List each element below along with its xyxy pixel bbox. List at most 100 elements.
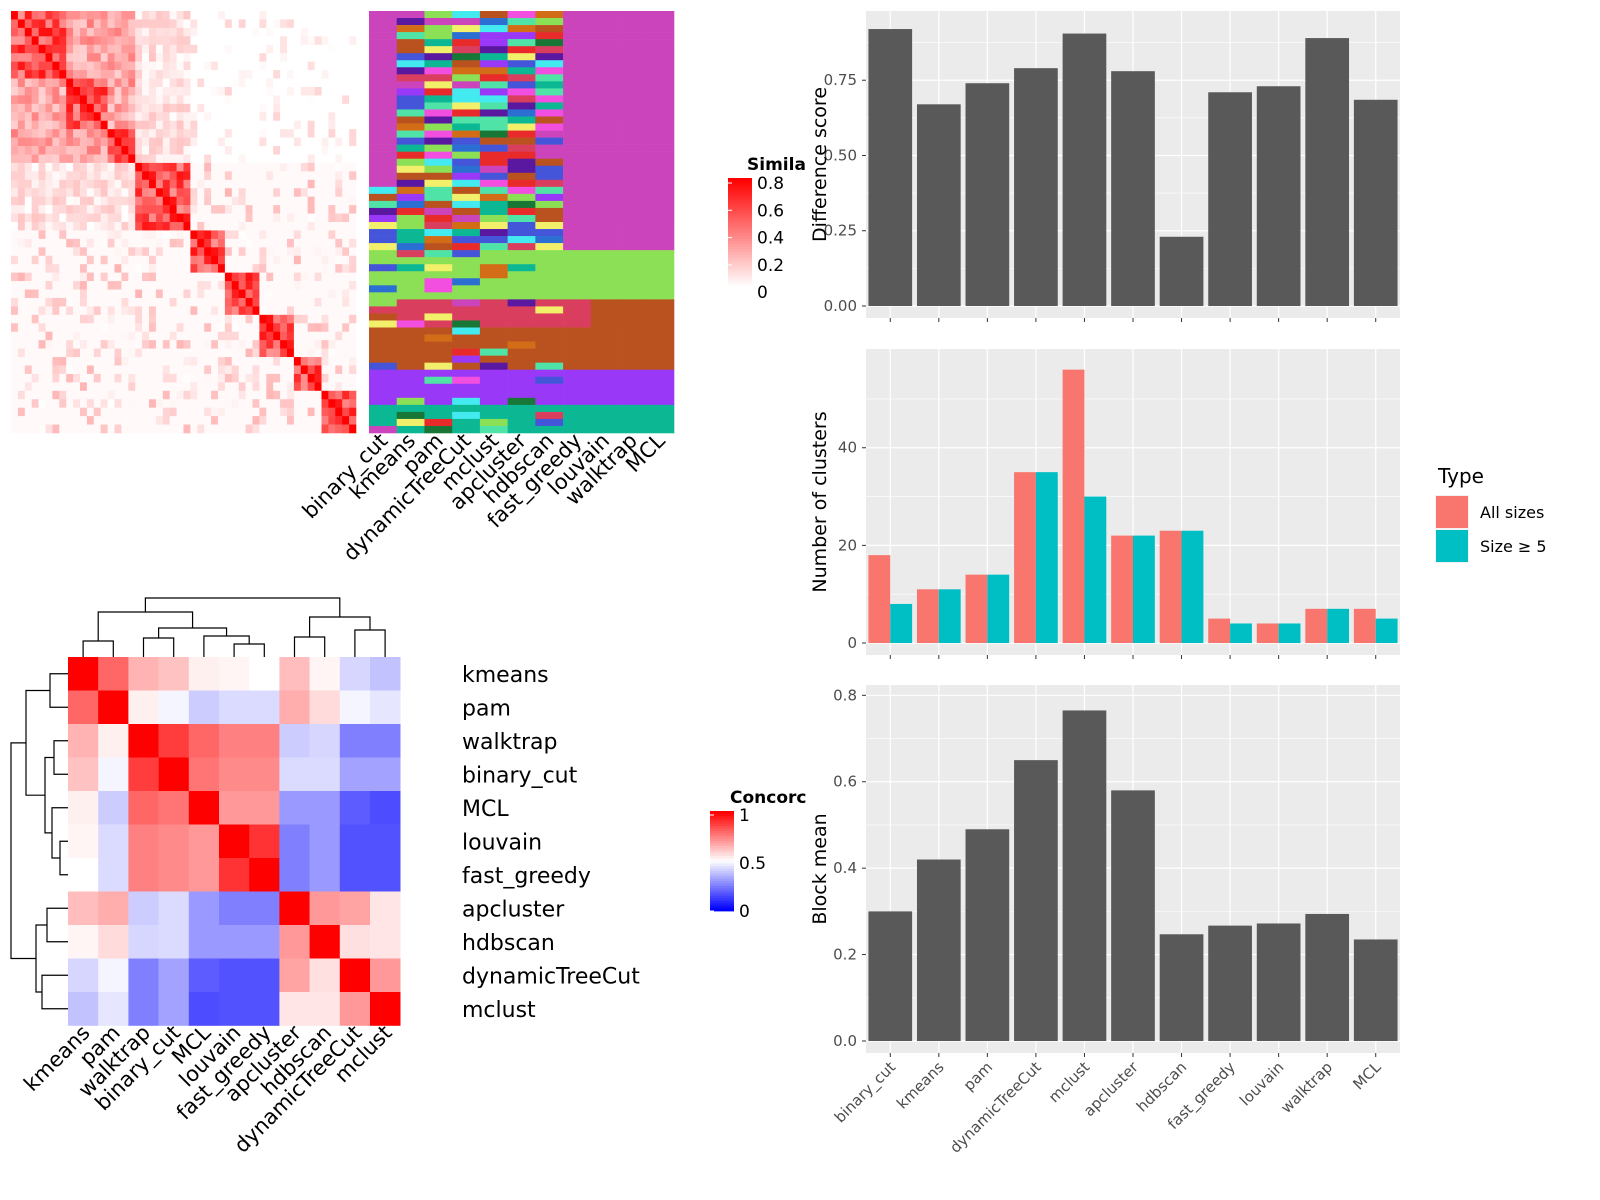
- similarity-cell: [197, 323, 205, 333]
- similarity-cell: [11, 272, 19, 282]
- similarity-cell: [335, 213, 343, 223]
- similarity-cell: [24, 137, 32, 147]
- similarity-cell: [335, 357, 343, 366]
- similarity-cell: [287, 373, 295, 383]
- similarity-cell: [73, 424, 81, 434]
- similarity-cell: [321, 19, 329, 29]
- similarity-cell: [293, 272, 302, 282]
- similarity-cell: [238, 348, 246, 358]
- similarity-cell: [342, 357, 350, 366]
- concordance-cell: [128, 992, 159, 1026]
- similarity-cell: [300, 238, 308, 248]
- similarity-cell: [328, 340, 336, 349]
- partition-cell: [452, 200, 481, 209]
- similarity-cell: [204, 390, 212, 400]
- similarity-cell: [273, 129, 281, 138]
- similarity-cell: [155, 95, 164, 105]
- similarity-cell: [252, 78, 260, 88]
- similarity-cell: [204, 171, 212, 181]
- similarity-cell: [211, 188, 219, 197]
- similarity-cell: [128, 171, 136, 181]
- similarity-legend-band: [728, 178, 752, 182]
- similarity-cell: [176, 188, 184, 197]
- similarity-cell: [335, 179, 343, 189]
- similarity-cell: [169, 289, 177, 299]
- similarity-cell: [190, 390, 198, 400]
- similarity-cell: [155, 137, 164, 147]
- similarity-cell: [293, 95, 302, 105]
- similarity-cell: [349, 373, 357, 383]
- similarity-cell: [190, 19, 198, 29]
- partition-cell: [452, 74, 481, 82]
- similarity-cell: [114, 407, 122, 417]
- similarity-cell: [128, 78, 136, 88]
- similarity-cell: [349, 120, 357, 130]
- similarity-cell: [293, 382, 302, 392]
- similarity-cell: [224, 230, 233, 240]
- partition-cell: [369, 81, 398, 89]
- similarity-legend-band: [728, 252, 752, 256]
- partition-cell: [590, 236, 619, 244]
- similarity-cell: [314, 399, 322, 408]
- similarity-cell: [17, 44, 26, 54]
- partition-cell: [452, 418, 481, 427]
- similarity-cell: [114, 103, 122, 113]
- similarity-cell: [218, 196, 226, 206]
- similarity-cell: [17, 365, 26, 375]
- similarity-cell: [245, 53, 253, 62]
- similarity-cell: [52, 154, 60, 164]
- similarity-cell: [11, 78, 19, 88]
- similarity-cell: [24, 323, 32, 333]
- similarity-cell: [107, 179, 115, 189]
- similarity-cell: [11, 407, 19, 417]
- similarity-cell: [266, 61, 274, 71]
- similarity-cell: [149, 61, 157, 71]
- similarity-cell: [231, 357, 239, 366]
- similarity-cell: [142, 78, 150, 88]
- partition-cell: [369, 172, 398, 181]
- similarity-cell: [100, 297, 108, 307]
- partition-cell: [479, 81, 508, 89]
- bar-size-ge5: [1375, 618, 1398, 643]
- similarity-cell: [66, 95, 74, 105]
- similarity-cell: [121, 222, 129, 231]
- partition-cell: [646, 179, 675, 188]
- similarity-cell: [190, 222, 198, 231]
- similarity-cell: [293, 53, 302, 62]
- partition-cell: [535, 292, 564, 300]
- similarity-cell: [107, 27, 115, 37]
- similarity-cell: [162, 53, 170, 62]
- similarity-cell: [114, 306, 122, 316]
- similarity-cell: [38, 357, 46, 366]
- similarity-cell: [135, 162, 143, 172]
- similarity-cell: [300, 222, 308, 231]
- similarity-cell: [80, 171, 88, 181]
- similarity-cell: [238, 264, 246, 273]
- similarity-cell: [149, 331, 157, 341]
- similarity-cell: [224, 95, 233, 105]
- similarity-cell: [17, 264, 26, 273]
- concordance-cell: [279, 657, 310, 691]
- concordance-legend-band: [710, 878, 734, 882]
- similarity-cell: [321, 373, 329, 383]
- similarity-cell: [197, 222, 205, 231]
- similarity-cell: [349, 36, 357, 46]
- partition-cell: [424, 355, 453, 363]
- similarity-cell: [142, 179, 150, 189]
- partition-cell: [507, 39, 536, 47]
- similarity-cell: [107, 331, 115, 341]
- similarity-cell: [128, 416, 136, 425]
- similarity-cell: [31, 222, 39, 231]
- similarity-cell: [197, 340, 205, 349]
- concordance-cell: [128, 791, 159, 825]
- similarity-cell: [204, 86, 212, 96]
- similarity-cell: [31, 399, 39, 408]
- similarity-cell: [204, 255, 212, 265]
- partition-cell: [396, 229, 425, 237]
- similarity-cell: [190, 255, 198, 265]
- similarity-cell: [287, 331, 295, 341]
- similarity-cell: [273, 154, 281, 164]
- similarity-cell: [93, 340, 101, 349]
- similarity-cell: [31, 162, 39, 172]
- similarity-cell: [211, 331, 219, 341]
